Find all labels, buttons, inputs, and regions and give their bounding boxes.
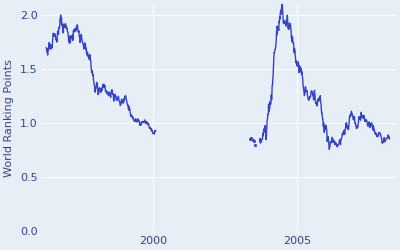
Y-axis label: World Ranking Points: World Ranking Points <box>4 59 14 176</box>
